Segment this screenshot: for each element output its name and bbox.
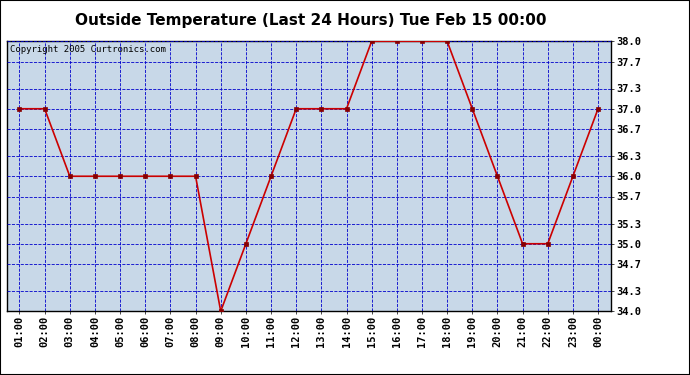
Text: Copyright 2005 Curtronics.com: Copyright 2005 Curtronics.com: [10, 45, 166, 54]
Text: Outside Temperature (Last 24 Hours) Tue Feb 15 00:00: Outside Temperature (Last 24 Hours) Tue …: [75, 13, 546, 28]
